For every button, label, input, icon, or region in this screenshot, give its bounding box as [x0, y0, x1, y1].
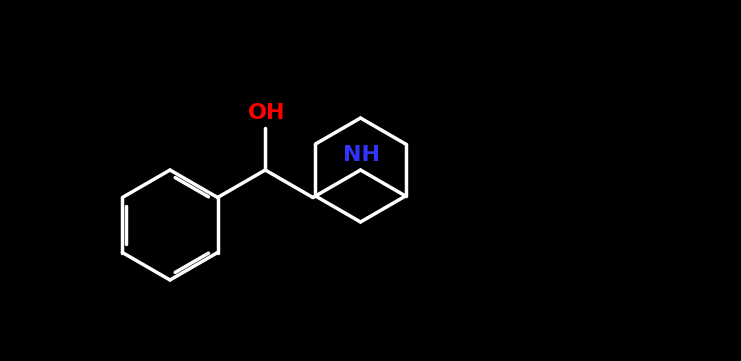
Text: OH: OH: [247, 103, 285, 123]
Text: NH: NH: [343, 145, 380, 165]
